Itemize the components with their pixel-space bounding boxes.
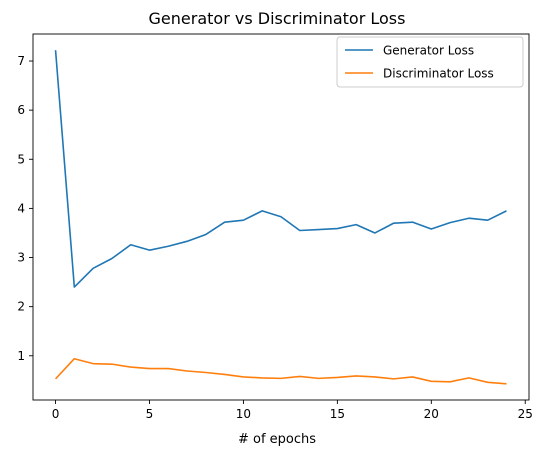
legend-box: [336, 36, 524, 88]
chart-title: Generator vs Discriminator Loss: [149, 9, 406, 28]
y-tick-label: 1: [17, 349, 25, 363]
x-tick-label: 10: [236, 407, 251, 421]
legend-label: Generator Loss: [383, 44, 474, 58]
x-tick-label: 5: [146, 407, 154, 421]
y-tick-label: 6: [17, 103, 25, 117]
y-tick-label: 3: [17, 251, 25, 265]
x-tick-label: 0: [52, 407, 60, 421]
y-tick-label: 7: [17, 54, 25, 68]
x-tick-label: 20: [424, 407, 439, 421]
series-line-generator: [54, 50, 507, 288]
x-axis-label: # of epochs: [238, 432, 316, 447]
x-tick-label: 15: [330, 407, 345, 421]
y-tick-label: 2: [17, 300, 25, 314]
y-tick-label: 4: [17, 201, 25, 215]
plot-area: 0 5 10 15 20 25 1 2 3 4 5 6 7 Generator Loss Discrimin…: [17, 33, 533, 421]
axes-frame: [32, 33, 530, 401]
x-tick-label: 25: [518, 407, 533, 421]
series-line-discriminator: [54, 357, 507, 385]
y-tick-label: 5: [17, 152, 25, 166]
legend-label: Discriminator Loss: [383, 67, 494, 81]
